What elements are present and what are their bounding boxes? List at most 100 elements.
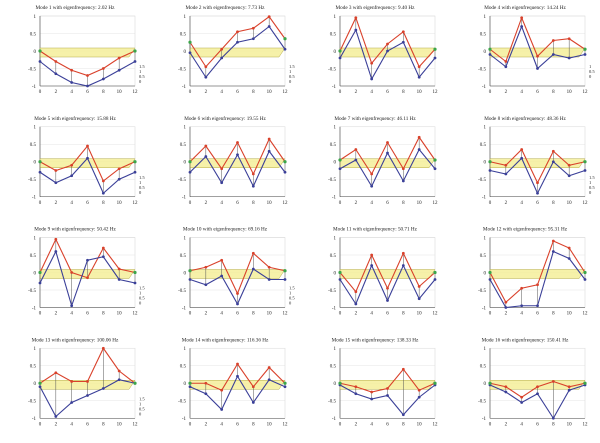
data-point [536,392,539,396]
data-point [567,163,571,167]
data-point [267,278,271,281]
data-point [551,416,555,420]
x-tick-label: 10 [117,90,123,95]
data-point [520,148,524,151]
mode-panel-9: Mode 9 with eigenfrequency: 50.42 Hz10.5… [28,226,145,317]
panel-title: Mode 1 with eigenfrequency: 2.02 Hz [36,4,116,11]
y-tick-label: -0.5 [328,289,336,294]
x-tick-label: 6 [86,90,89,95]
x-tick-label: 2 [205,312,208,317]
y-tick-label: -0.5 [178,400,186,405]
y-tick-label: -1 [332,417,337,422]
y-tick-label: 0.5 [480,254,487,259]
y-tick-label: -1 [482,196,487,201]
x-tick-label: 10 [567,312,573,317]
data-point [567,385,571,389]
data-point [38,385,42,389]
x-tick-label: 10 [117,422,123,427]
data-point [267,137,271,141]
y-tick-label: -1 [332,196,337,201]
data-point [86,144,89,148]
data-point [401,413,405,417]
x-tick-label: 6 [236,201,239,206]
data-point [520,16,524,20]
data-point [401,367,405,371]
data-point [401,30,405,34]
data-point [354,148,358,151]
z-tick-label: 0 [589,74,592,79]
data-point [86,156,89,160]
data-point [267,265,271,269]
data-point [567,257,571,260]
x-tick-label: 2 [205,201,208,206]
mode-panel-5: Mode 5 with eigenfrequency: 15.88 Hz10.5… [28,115,145,206]
x-tick-label: 4 [520,90,523,95]
x-tick-label: 0 [489,312,492,317]
x-tick-label: 12 [133,312,139,317]
data-point [504,60,508,63]
z-tick-label: 1.5 [589,175,595,180]
support-point [133,381,137,385]
panel-title: Mode 11 with eigenfrequency: 50.71 Hz [333,226,418,233]
data-point [54,415,58,418]
data-point [504,306,508,309]
x-tick-label: 8 [252,201,255,206]
y-tick-label: 0.5 [330,365,337,370]
data-point [236,292,239,295]
y-tick-label: 0.5 [180,143,187,148]
y-tick-label: 0.5 [30,254,37,259]
x-tick-label: 6 [386,312,389,317]
x-tick-label: 4 [520,201,523,206]
panel-title: Mode 12 with eigenfrequency: 95.31 Hz [483,226,568,233]
equilibrium-plane [339,158,436,168]
x-tick-label: 12 [433,312,439,317]
x-tick-label: 0 [189,90,192,95]
x-tick-label: 0 [489,422,492,427]
data-point [70,81,74,84]
x-tick-label: 4 [70,422,73,427]
y-tick-label: 1 [334,347,337,352]
panel-title: Mode 10 with eigenfrequency: 69.16 Hz [183,226,268,233]
data-point [370,397,374,401]
x-tick-label: 0 [39,90,42,95]
y-tick-label: 1 [184,236,187,241]
x-tick-label: 12 [583,312,589,317]
data-point [567,37,571,41]
data-point [54,169,58,172]
data-point [267,149,271,153]
support-point [188,40,192,44]
data-point [236,153,239,157]
data-point [354,302,358,306]
mode-panel-15: Mode 15 with eigenfrequency: 138.33 Hz10… [328,336,438,427]
x-tick-label: 0 [39,201,42,206]
data-point [504,65,508,69]
data-point [251,267,255,271]
support-point [38,381,42,385]
y-tick-label: 0 [484,161,487,166]
data-point [101,246,105,250]
x-tick-label: 10 [267,90,273,95]
y-tick-label: 0 [484,50,487,55]
data-point [583,53,587,56]
support-point [133,270,137,275]
x-tick-label: 2 [55,422,58,427]
y-tick-label: 1 [184,15,187,20]
z-tick-label: 0.5 [289,296,295,301]
data-point [504,300,508,304]
x-tick-label: 12 [583,90,589,95]
data-point [338,278,342,281]
data-point [188,278,192,281]
data-point [417,285,421,288]
data-point [236,40,239,44]
support-point [338,270,342,275]
data-point [236,141,239,144]
panel-title: Mode 2 with eigenfrequency: 7.73 Hz [186,4,266,11]
data-point [504,390,508,394]
x-tick-label: 4 [520,422,523,427]
data-point [536,54,539,58]
data-point [220,56,224,60]
x-tick-label: 6 [536,201,539,206]
data-point [54,60,58,63]
data-point [401,264,405,267]
